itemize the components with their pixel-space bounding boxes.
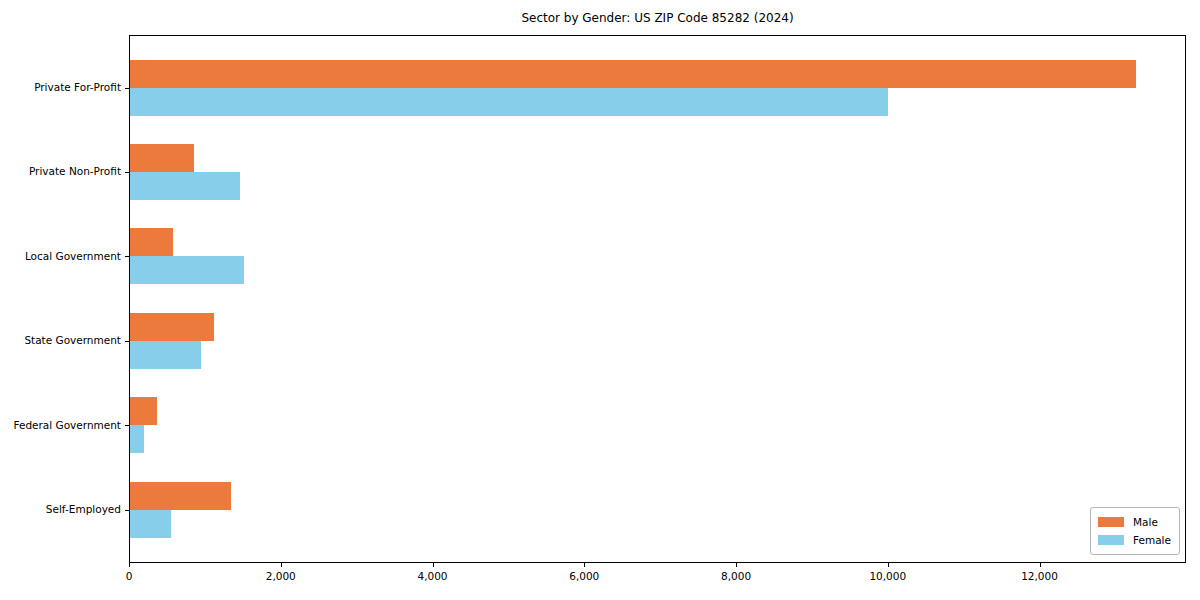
y-tick-label: Private For-Profit — [0, 80, 121, 95]
bar-male-0 — [130, 60, 1136, 88]
bar-male-3 — [130, 313, 214, 341]
y-tick-label: State Government — [0, 333, 121, 348]
x-tick-mark — [736, 563, 737, 567]
x-tick-label: 12,000 — [1021, 570, 1058, 582]
y-tick-mark — [125, 172, 129, 173]
x-tick-mark — [129, 563, 130, 567]
x-tick-label: 4,000 — [417, 570, 447, 582]
bar-male-5 — [130, 482, 231, 510]
x-tick-label: 10,000 — [869, 570, 906, 582]
y-tick-label: Federal Government — [0, 418, 121, 433]
y-tick-label: Self-Employed — [0, 502, 121, 517]
y-tick-label: Private Non-Profit — [0, 164, 121, 179]
bar-male-1 — [130, 144, 194, 172]
bar-male-4 — [130, 397, 157, 425]
chart-figure: Sector by Gender: US ZIP Code 85282 (202… — [0, 0, 1200, 600]
bar-male-2 — [130, 228, 173, 256]
x-tick-mark — [281, 563, 282, 567]
x-tick-mark — [888, 563, 889, 567]
legend-label: Female — [1133, 534, 1171, 546]
y-tick-mark — [125, 425, 129, 426]
bar-female-5 — [130, 510, 171, 538]
legend-entry-female: Female — [1098, 534, 1172, 546]
legend-swatch-icon — [1098, 535, 1124, 545]
x-tick-label: 0 — [126, 570, 133, 582]
x-tick-mark — [1040, 563, 1041, 567]
y-tick-mark — [125, 341, 129, 342]
bar-female-2 — [130, 256, 244, 284]
x-tick-mark — [584, 563, 585, 567]
x-tick-label: 6,000 — [569, 570, 599, 582]
x-tick-label: 8,000 — [721, 570, 751, 582]
chart-title: Sector by Gender: US ZIP Code 85282 (202… — [129, 11, 1186, 25]
y-tick-mark — [125, 256, 129, 257]
legend-label: Male — [1133, 516, 1158, 528]
y-tick-mark — [125, 88, 129, 89]
y-tick-label: Local Government — [0, 249, 121, 264]
y-tick-mark — [125, 510, 129, 511]
legend: Male Female — [1090, 507, 1180, 555]
bar-female-1 — [130, 172, 240, 200]
legend-entry-male: Male — [1098, 516, 1172, 528]
legend-swatch-icon — [1098, 517, 1124, 527]
x-tick-mark — [433, 563, 434, 567]
bar-female-3 — [130, 341, 201, 369]
bar-female-0 — [130, 88, 888, 116]
bar-female-4 — [130, 425, 144, 453]
x-tick-label: 2,000 — [266, 570, 296, 582]
